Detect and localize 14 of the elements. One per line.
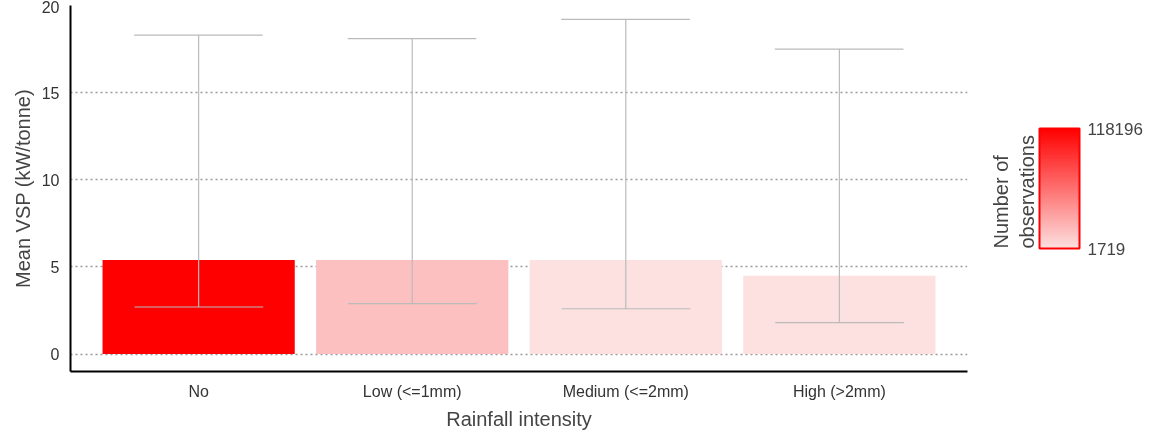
x-axis-title: Rainfall intensity [446, 407, 592, 430]
color-bar-label: 118196 [1087, 119, 1143, 139]
x-tick-label: High (>2mm) [792, 382, 886, 400]
y-axis-title: Mean VSP (kW/tonne) [11, 89, 34, 288]
y-tick-label: 15 [41, 84, 60, 102]
x-tick-label: Low (<=1mm) [362, 382, 462, 400]
x-tick-label: Medium (<=2mm) [562, 382, 689, 400]
y-tick-label: 0 [50, 346, 60, 364]
x-tick-label: No [188, 382, 209, 400]
legend-title: Number of observations [990, 135, 1039, 249]
y-tick-label: 10 [41, 171, 60, 189]
y-tick-label: 20 [41, 0, 60, 16]
y-tick-label: 5 [50, 258, 60, 276]
color-bar-label: 1719 [1087, 239, 1126, 259]
